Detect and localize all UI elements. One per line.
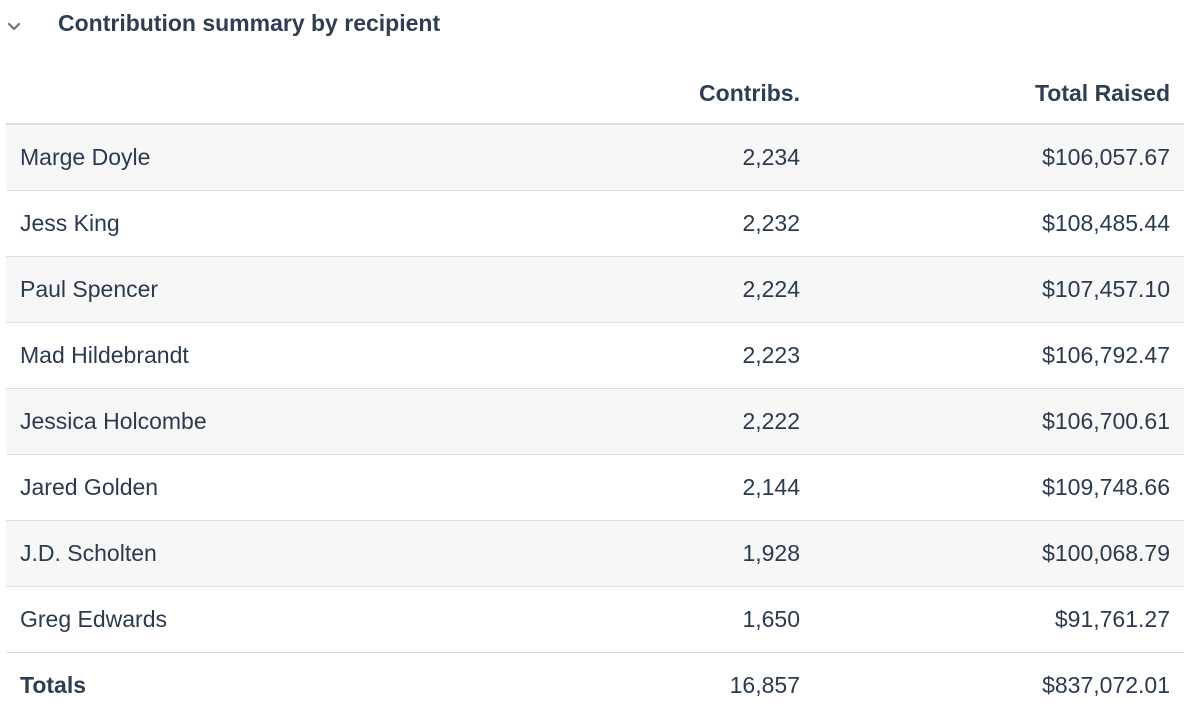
table-row: Greg Edwards 1,650 $91,761.27 [6, 587, 1184, 653]
totals-label: Totals [20, 672, 87, 698]
total-raised: $109,748.66 [1042, 474, 1170, 500]
table-row: Paul Spencer 2,224 $107,457.10 [6, 257, 1184, 323]
recipient-name: Greg Edwards [20, 606, 168, 632]
recipient-name: Marge Doyle [20, 144, 151, 170]
column-header-total-raised[interactable]: Total Raised [1034, 80, 1170, 106]
chevron-down-icon[interactable] [6, 18, 22, 34]
contribution-table: Contribs. Total Raised Marge Doyle 2,234 $… [6, 60, 1184, 719]
contribs-count: 2,232 [742, 210, 800, 236]
recipient-name: Mad Hildebrandt [20, 342, 189, 368]
table-row: Jared Golden 2,144 $109,748.66 [6, 455, 1184, 521]
total-raised: $107,457.10 [1042, 276, 1170, 302]
section-title: Contribution summary by recipient [58, 10, 441, 36]
total-raised: $106,792.47 [1042, 342, 1170, 368]
table-row: J.D. Scholten 1,928 $100,068.79 [6, 521, 1184, 587]
recipient-name: Jess King [20, 210, 120, 236]
recipient-name: J.D. Scholten [20, 540, 157, 566]
contribs-count: 2,144 [742, 474, 800, 500]
table-row: Marge Doyle 2,234 $106,057.67 [6, 125, 1184, 191]
totals-total-raised: $837,072.01 [1042, 672, 1170, 698]
table-body: Marge Doyle 2,234 $106,057.67 Jess King 2,23… [6, 125, 1184, 653]
totals-row: Totals 16,857 $837,072.01 [6, 653, 1184, 719]
contribs-count: 2,234 [742, 144, 800, 170]
contribs-count: 2,222 [742, 408, 800, 434]
recipient-name: Jared Golden [20, 474, 159, 500]
total-raised: $106,057.67 [1042, 144, 1170, 170]
contribs-count: 2,224 [742, 276, 800, 302]
total-raised: $106,700.61 [1042, 408, 1170, 434]
section-header: Contribution summary by recipient [0, 0, 1200, 46]
contribs-count: 1,650 [742, 606, 800, 632]
contribs-count: 2,223 [742, 342, 800, 368]
column-header-contribs[interactable]: Contribs. [699, 80, 800, 106]
total-raised: $100,068.79 [1042, 540, 1170, 566]
recipient-name: Jessica Holcombe [20, 408, 207, 434]
table-row: Jessica Holcombe 2,222 $106,700.61 [6, 389, 1184, 455]
total-raised: $108,485.44 [1042, 210, 1170, 236]
table-row: Mad Hildebrandt 2,223 $106,792.47 [6, 323, 1184, 389]
total-raised: $91,761.27 [1054, 606, 1170, 632]
totals-contribs: 16,857 [729, 672, 800, 698]
table-header: Contribs. Total Raised [6, 60, 1184, 125]
table-row: Jess King 2,232 $108,485.44 [6, 191, 1184, 257]
recipient-name: Paul Spencer [20, 276, 159, 302]
contribs-count: 1,928 [742, 540, 800, 566]
